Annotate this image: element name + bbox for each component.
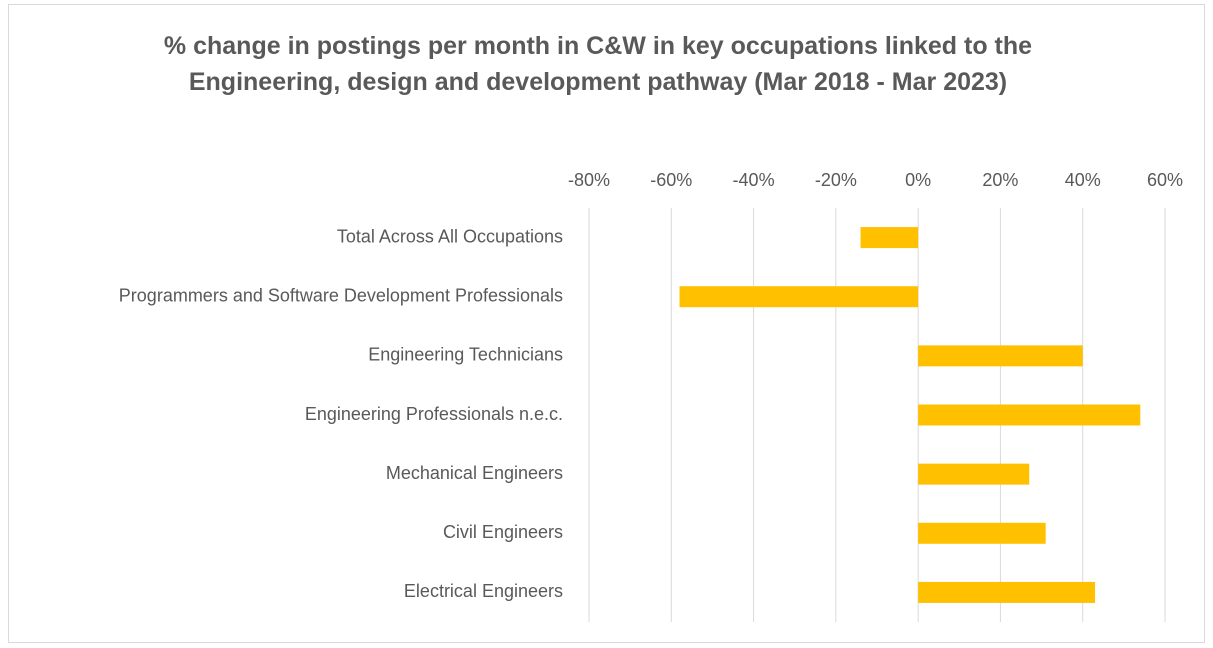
chart-title: % change in postings per month in C&W in… xyxy=(163,32,1033,96)
bar xyxy=(918,581,1096,603)
bar xyxy=(679,286,919,308)
x-tick-label: 20% xyxy=(982,170,1018,190)
bar xyxy=(918,522,1046,544)
y-tick-label: Mechanical Engineers xyxy=(386,463,563,483)
x-tick-label: -60% xyxy=(650,170,692,190)
x-tick-label: 60% xyxy=(1147,170,1183,190)
y-tick-label: Total Across All Occupations xyxy=(337,226,563,246)
bar xyxy=(918,463,1030,485)
bar xyxy=(918,345,1083,367)
x-tick-label: 0% xyxy=(905,170,931,190)
x-tick-label: 40% xyxy=(1065,170,1101,190)
y-tick-label: Electrical Engineers xyxy=(404,581,563,601)
x-tick-label: -20% xyxy=(815,170,857,190)
chart-border xyxy=(8,4,1205,643)
y-tick-label: Civil Engineers xyxy=(443,522,563,542)
bar xyxy=(860,227,919,249)
x-tick-label: -40% xyxy=(733,170,775,190)
y-tick-label: Programmers and Software Development Pro… xyxy=(119,285,563,305)
bar xyxy=(918,404,1141,426)
y-tick-label: Engineering Professionals n.e.c. xyxy=(305,404,563,424)
x-tick-label: -80% xyxy=(568,170,610,190)
y-tick-label: Engineering Technicians xyxy=(368,345,563,365)
